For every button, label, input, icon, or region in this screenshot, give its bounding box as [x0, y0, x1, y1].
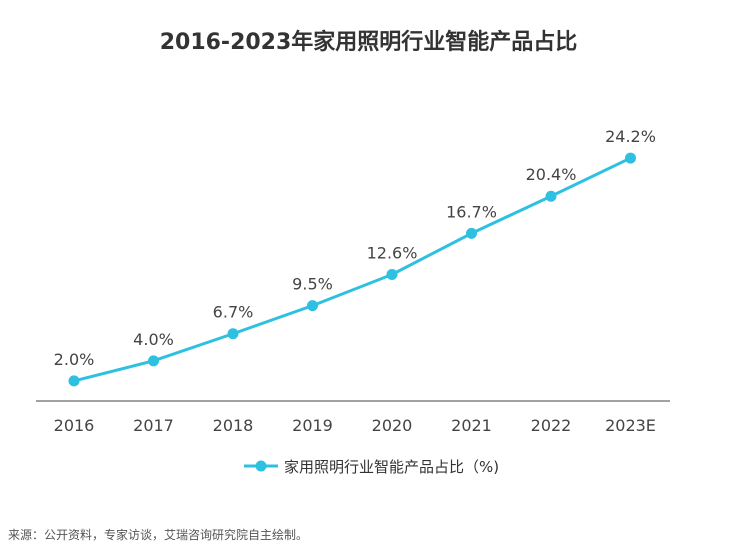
x-tick-label-2018: 2018: [213, 416, 254, 435]
data-label-2021: 16.7%: [446, 202, 497, 221]
data-point-2019: [307, 300, 318, 312]
x-tick-label-2016: 2016: [54, 416, 95, 435]
data-label-2019: 9.5%: [292, 275, 333, 294]
source-note: 来源：公开资料，专家访谈，艾瑞咨询研究院自主绘制。: [8, 528, 309, 542]
x-tick-label-2022: 2022: [531, 416, 572, 435]
x-tick-label-2017: 2017: [133, 416, 174, 435]
x-tick-label-2023e: 2023E: [605, 416, 656, 435]
data-label-2020: 12.6%: [367, 244, 418, 263]
series-line: [73, 156, 632, 383]
x-tick-label-2021: 2021: [451, 416, 492, 435]
data-label-2018: 6.7%: [213, 303, 254, 322]
legend-label: 家用照明行业智能产品占比（%): [284, 458, 499, 476]
data-point-2022: [545, 190, 557, 202]
x-tick-label-2019: 2019: [292, 416, 333, 435]
data-point-2017: [148, 355, 159, 367]
data-label-2022: 20.4%: [526, 165, 577, 184]
x-tick-label-2020: 2020: [372, 416, 413, 435]
data-point-2018: [227, 328, 239, 340]
data-label-2023e: 24.2%: [605, 127, 656, 146]
legend: 家用照明行业智能产品占比（%): [244, 458, 499, 476]
data-point-2021: [466, 227, 477, 239]
data-label-2016: 2.0%: [54, 350, 95, 369]
legend-marker-icon: [255, 460, 267, 472]
data-label-2017: 4.0%: [133, 330, 174, 349]
data-point-2023e: [625, 152, 636, 164]
data-point-2016: [68, 375, 80, 387]
data-point-2020: [386, 269, 398, 281]
chart-title: 2016-2023年家用照明行业智能产品占比: [159, 30, 578, 55]
